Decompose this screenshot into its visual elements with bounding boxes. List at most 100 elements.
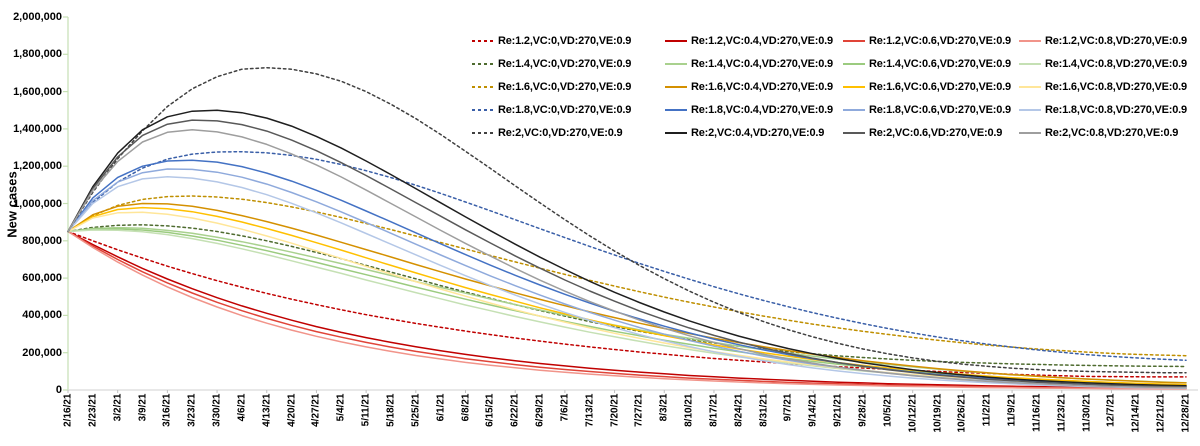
legend-label: Re:1.2,VC:0,VD:270,VE:0.9 [498,34,632,47]
legend-swatch-solid-line-icon [665,39,687,42]
series-line-re1.6-vc0.4 [67,202,1187,384]
x-tick-label: 11/23/21 [1056,393,1068,432]
legend-label: Re:1.2,VC:0.6,VD:270,VE:0.9 [869,34,1011,47]
series-line-re1.6-vc0.8 [67,211,1187,388]
x-tick-label: 8/3/21 [658,393,670,422]
x-tick-label: 3/16/21 [161,393,173,427]
x-tick-label: 10/12/21 [907,393,919,433]
legend-label: Re:1.8,VC:0,VD:270,VE:0.9 [498,103,632,116]
legend-swatch-dashed-line-icon [472,85,494,88]
legend-item-re1.2-vc0.8: Re:1.2,VC:0.8,VD:270,VE:0.9 [1019,35,1200,47]
legend-item-re1.8-vc0.6: Re:1.8,VC:0.6,VD:270,VE:0.9 [843,104,1019,116]
x-tick-label: 10/19/21 [932,393,944,433]
x-tick-label: 9/7/21 [782,393,794,422]
x-tick-label: 10/5/21 [882,393,894,427]
series-line-re1.4-vc0.6 [67,228,1187,386]
legend-item-re1.8-vc0: Re:1.8,VC:0,VD:270,VE:0.9 [472,104,665,116]
x-tick-label: 9/28/21 [857,393,869,427]
series-line-re1.8-vc0.4 [67,159,1187,388]
y-tick-label: 200,000 [22,346,62,359]
x-tick-label: 11/2/21 [981,393,993,427]
legend-swatch-solid-line-icon [1019,39,1041,42]
series-line-re1.2-vc0.6 [67,230,1187,390]
y-tick-label: 600,000 [22,272,62,285]
legend-label: Re:2,VC:0.8,VD:270,VE:0.9 [1045,126,1179,139]
legend-swatch-solid-line-icon [843,85,865,88]
y-tick-label: 1,000,000 [13,197,62,210]
x-tick-label: 12/7/21 [1105,393,1117,427]
y-tick-label: 1,800,000 [13,48,62,61]
legend-item-re1.4-vc0: Re:1.4,VC:0,VD:270,VE:0.9 [472,58,665,70]
x-tick-label: 3/9/21 [137,393,149,422]
legend-label: Re:1.4,VC:0.4,VD:270,VE:0.9 [691,57,833,70]
legend-swatch-dashed-line-icon [472,39,494,42]
legend-item-re1.2-vc0.6: Re:1.2,VC:0.6,VD:270,VE:0.9 [843,35,1019,47]
legend-label: Re:1.6,VC:0.4,VD:270,VE:0.9 [691,80,833,93]
series-line-re1.8-vc0 [67,150,1187,362]
x-tick-label: 2/23/21 [87,393,99,427]
legend-label: Re:1.4,VC:0.8,VD:270,VE:0.9 [1045,57,1187,70]
y-tick-label: 2,000,000 [13,11,62,23]
legend-item-re1.4-vc0.4: Re:1.4,VC:0.4,VD:270,VE:0.9 [665,58,843,70]
x-tick-label: 12/28/21 [1180,393,1192,433]
legend-item-re2-vc0: Re:2,VC:0,VD:270,VE:0.9 [472,127,665,139]
legend-swatch-solid-line-icon [1019,108,1041,111]
legend-label: Re:2,VC:0,VD:270,VE:0.9 [498,126,623,139]
legend-label: Re:1.2,VC:0.8,VD:270,VE:0.9 [1045,34,1187,47]
x-tick-label: 6/15/21 [484,393,496,427]
legend-item-re2-vc0.6: Re:2,VC:0.6,VD:270,VE:0.9 [843,127,1019,139]
x-tick-label: 3/30/21 [211,393,223,427]
x-tick-label: 6/1/21 [435,393,447,422]
legend-item-re2-vc0.8: Re:2,VC:0.8,VD:270,VE:0.9 [1019,127,1200,139]
legend-swatch-solid-line-icon [1019,62,1041,65]
legend-item-re1.6-vc0.4: Re:1.6,VC:0.4,VD:270,VE:0.9 [665,81,843,93]
x-tick-label: 9/21/21 [832,393,844,427]
series-line-re1.6-vc0.6 [67,206,1187,386]
legend-item-re1.6-vc0.8: Re:1.6,VC:0.8,VD:270,VE:0.9 [1019,81,1200,93]
x-tick-label: 5/25/21 [410,393,422,427]
legend-item-re1.8-vc0.8: Re:1.8,VC:0.8,VD:270,VE:0.9 [1019,104,1200,116]
legend-swatch-dashed-line-icon [472,62,494,65]
legend-swatch-solid-line-icon [1019,131,1041,134]
x-tick-label: 6/29/21 [534,393,546,427]
legend-item-re1.6-vc0.6: Re:1.6,VC:0.6,VD:270,VE:0.9 [843,81,1019,93]
legend-swatch-solid-line-icon [665,85,687,88]
legend-item-re1.2-vc0: Re:1.2,VC:0,VD:270,VE:0.9 [472,35,665,47]
legend-item-re1.6-vc0: Re:1.6,VC:0,VD:270,VE:0.9 [472,81,665,93]
legend-label: Re:1.8,VC:0.4,VD:270,VE:0.9 [691,103,833,116]
series-line-re2-vc0.6 [67,119,1187,388]
series-line-re1.2-vc0.8 [67,230,1187,390]
x-tick-label: 12/14/21 [1130,393,1142,433]
x-tick-label: 6/22/21 [509,393,521,427]
x-tick-label: 3/23/21 [186,393,198,427]
legend-swatch-solid-line-icon [665,108,687,111]
legend-swatch-solid-line-icon [665,62,687,65]
x-tick-label: 8/24/21 [733,393,745,427]
x-tick-label: 4/20/21 [286,393,298,427]
series-line-re1.4-vc0 [67,224,1187,368]
legend-label: Re:1.6,VC:0,VD:270,VE:0.9 [498,80,632,93]
x-tick-label: 4/27/21 [310,393,322,427]
legend-swatch-dashed-line-icon [472,131,494,134]
series-line-re2-vc0 [67,66,1187,374]
y-tick-label: 800,000 [22,234,62,247]
series-line-re2-vc0.4 [67,109,1187,387]
legend-label: Re:1.2,VC:0.4,VD:270,VE:0.9 [691,34,833,47]
x-tick-label: 11/16/21 [1031,393,1043,432]
series-line-re1.2-vc0.4 [67,230,1187,389]
x-tick-label: 11/30/21 [1081,393,1093,432]
legend-label: Re:1.4,VC:0,VD:270,VE:0.9 [498,57,632,70]
legend-item-re1.4-vc0.8: Re:1.4,VC:0.8,VD:270,VE:0.9 [1019,58,1200,70]
legend-item-re1.4-vc0.6: Re:1.4,VC:0.6,VD:270,VE:0.9 [843,58,1019,70]
y-tick-label: 400,000 [22,309,62,322]
x-tick-label: 5/18/21 [385,393,397,427]
y-tick-label: 1,600,000 [13,85,62,98]
legend-label: Re:2,VC:0.4,VD:270,VE:0.9 [691,126,825,139]
x-tick-label: 5/4/21 [335,393,347,422]
legend-label: Re:1.6,VC:0.6,VD:270,VE:0.9 [869,80,1011,93]
series-line-re1.4-vc0.4 [67,226,1187,384]
legend-label: Re:1.4,VC:0.6,VD:270,VE:0.9 [869,57,1011,70]
legend-swatch-solid-line-icon [1019,85,1041,88]
x-tick-label: 7/6/21 [559,393,571,422]
x-tick-label: 10/26/21 [956,393,968,433]
